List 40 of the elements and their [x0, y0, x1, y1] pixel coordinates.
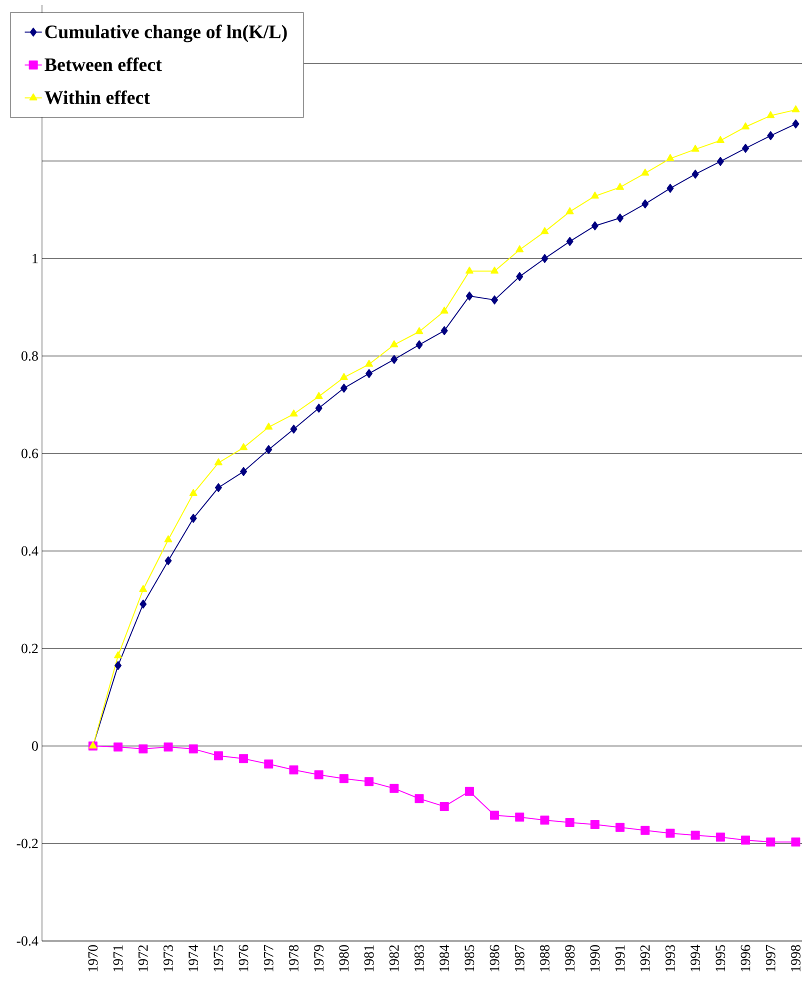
x-tick-label: 1976: [238, 944, 248, 972]
x-tick-label: 1992: [640, 945, 650, 972]
y-tick-label: -0.2: [16, 838, 38, 848]
x-tick-label: 1986: [490, 944, 500, 972]
x-tick-label: 1993: [666, 945, 676, 972]
x-tick-label: 1990: [590, 945, 600, 972]
x-tick-label: 1983: [414, 945, 424, 972]
x-tick-label: 1980: [339, 945, 349, 972]
x-tick-label: 1995: [716, 945, 726, 972]
x-tick-label: 1987: [515, 944, 524, 972]
y-tick-label: 1: [32, 254, 38, 264]
y-tick-label: 0.8: [22, 351, 38, 361]
x-tick-label: 1998: [791, 945, 801, 972]
x-tick-label: 1988: [540, 945, 550, 972]
x-tick-label: 1971: [113, 945, 123, 972]
x-tick-label: 1994: [690, 944, 700, 972]
legend-label: Between effect: [44, 58, 162, 72]
x-tick-label: 1985: [464, 945, 474, 972]
x-tick-label: 1989: [565, 945, 575, 972]
x-tick-label: 1979: [314, 945, 324, 972]
x-tick-label: 1982: [390, 945, 399, 972]
y-tick-label: -0.4: [16, 936, 38, 946]
x-tick-label: 1970: [88, 945, 98, 972]
x-tick-label: 1996: [740, 944, 750, 972]
x-tick-label: 1997: [766, 944, 776, 972]
y-tick-label: 0: [32, 741, 38, 751]
x-tick-label: 1973: [164, 945, 174, 972]
x-tick-label: 1991: [615, 945, 625, 972]
x-tick-label: 1978: [289, 945, 299, 972]
y-tick-label: 0.4: [22, 546, 38, 556]
legend-label: Cumulative change of ln(K/L): [45, 24, 287, 42]
x-tick-label: 1977: [264, 944, 274, 972]
x-tick-label: 1975: [214, 945, 224, 972]
y-tick-label: 0.2: [22, 644, 38, 654]
x-tick-label: 1974: [188, 944, 198, 972]
x-tick-label: 1981: [364, 945, 374, 972]
legend-label: Within effect: [44, 90, 150, 104]
x-tick-label: 1984: [440, 944, 450, 972]
x-tick-label: 1972: [138, 945, 148, 972]
y-tick-label: 0.6: [22, 448, 38, 458]
